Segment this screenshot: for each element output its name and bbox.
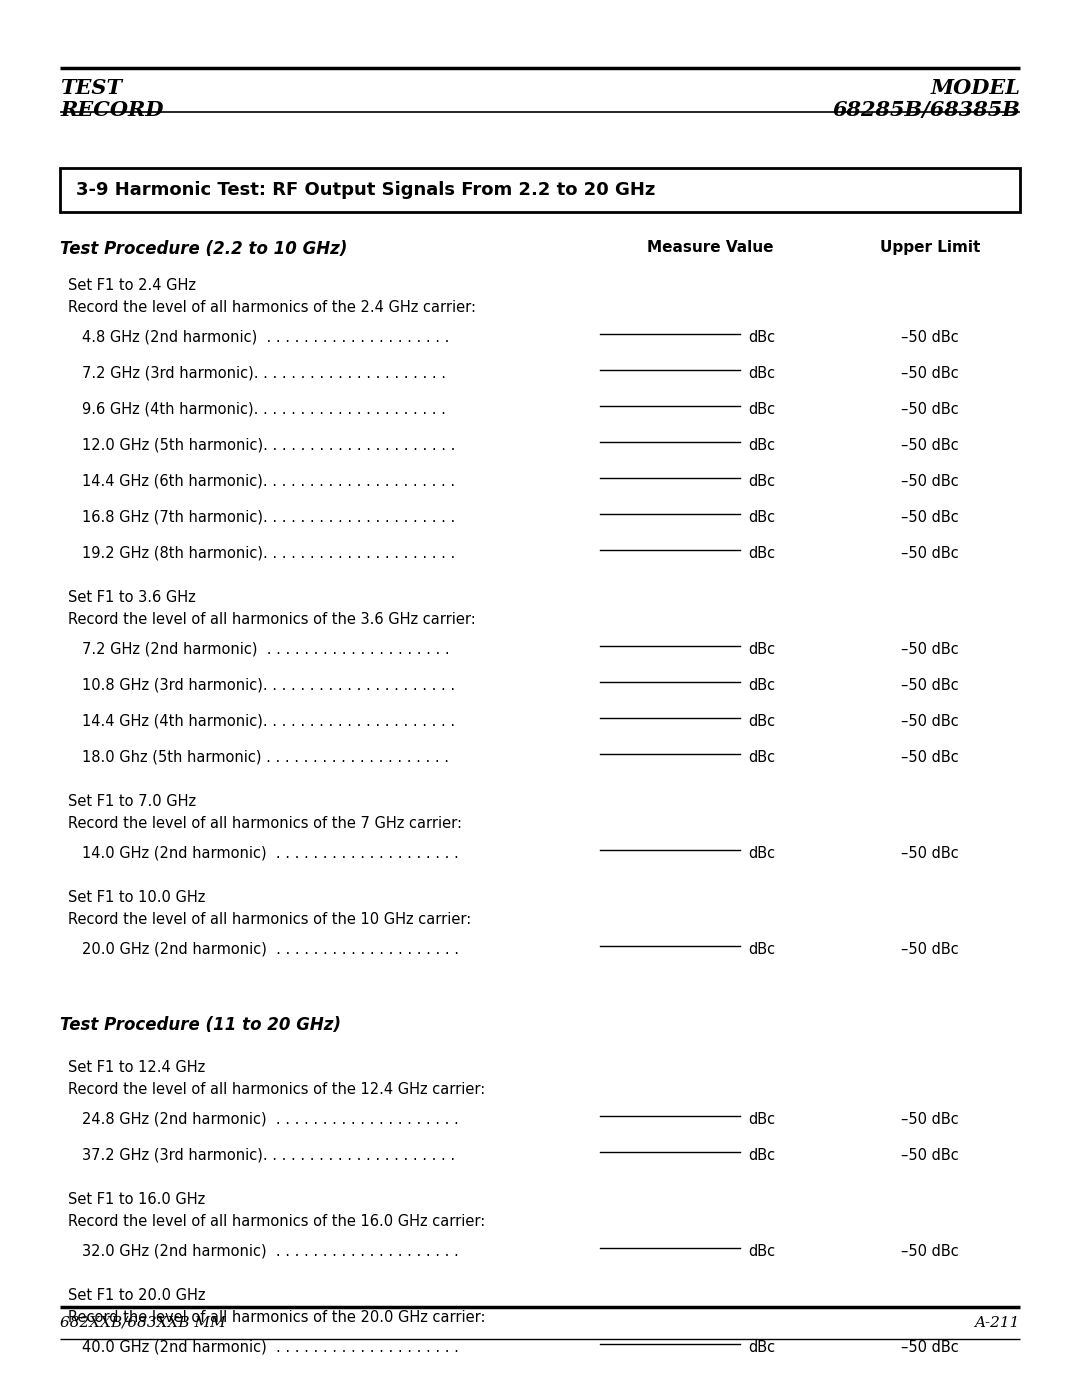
- Text: 68285B/68385B: 68285B/68385B: [832, 101, 1020, 120]
- Text: –50 dBc: –50 dBc: [901, 942, 959, 957]
- Text: 16.8 GHz (7th harmonic). . . . . . . . . . . . . . . . . . . . .: 16.8 GHz (7th harmonic). . . . . . . . .…: [82, 510, 456, 525]
- Text: 12.0 GHz (5th harmonic). . . . . . . . . . . . . . . . . . . . .: 12.0 GHz (5th harmonic). . . . . . . . .…: [82, 439, 456, 453]
- Text: dBc: dBc: [748, 510, 775, 525]
- Text: Set F1 to 2.4 GHz: Set F1 to 2.4 GHz: [68, 278, 195, 293]
- Text: Set F1 to 10.0 GHz: Set F1 to 10.0 GHz: [68, 890, 205, 905]
- Text: Record the level of all harmonics of the 7 GHz carrier:: Record the level of all harmonics of the…: [68, 816, 462, 831]
- Text: –50 dBc: –50 dBc: [901, 402, 959, 416]
- Text: 4.8 GHz (2nd harmonic)  . . . . . . . . . . . . . . . . . . . .: 4.8 GHz (2nd harmonic) . . . . . . . . .…: [82, 330, 449, 345]
- Text: dBc: dBc: [748, 714, 775, 729]
- Text: dBc: dBc: [748, 643, 775, 657]
- Text: 14.4 GHz (4th harmonic). . . . . . . . . . . . . . . . . . . . .: 14.4 GHz (4th harmonic). . . . . . . . .…: [82, 714, 455, 729]
- Text: Upper Limit: Upper Limit: [880, 240, 981, 256]
- Text: –50 dBc: –50 dBc: [901, 510, 959, 525]
- Text: dBc: dBc: [748, 330, 775, 345]
- Text: Set F1 to 12.4 GHz: Set F1 to 12.4 GHz: [68, 1060, 205, 1076]
- Text: dBc: dBc: [748, 1243, 775, 1259]
- Text: dBc: dBc: [748, 1148, 775, 1162]
- Text: Record the level of all harmonics of the 10 GHz carrier:: Record the level of all harmonics of the…: [68, 912, 471, 928]
- Text: –50 dBc: –50 dBc: [901, 366, 959, 381]
- Text: Set F1 to 3.6 GHz: Set F1 to 3.6 GHz: [68, 590, 195, 605]
- Text: dBc: dBc: [748, 1112, 775, 1127]
- Text: –50 dBc: –50 dBc: [901, 474, 959, 489]
- Text: –50 dBc: –50 dBc: [901, 1340, 959, 1355]
- Text: A-211: A-211: [974, 1316, 1020, 1330]
- Text: 40.0 GHz (2nd harmonic)  . . . . . . . . . . . . . . . . . . . .: 40.0 GHz (2nd harmonic) . . . . . . . . …: [82, 1340, 459, 1355]
- Text: dBc: dBc: [748, 474, 775, 489]
- Text: Set F1 to 20.0 GHz: Set F1 to 20.0 GHz: [68, 1288, 205, 1303]
- Text: 14.4 GHz (6th harmonic). . . . . . . . . . . . . . . . . . . . .: 14.4 GHz (6th harmonic). . . . . . . . .…: [82, 474, 455, 489]
- Text: –50 dBc: –50 dBc: [901, 1243, 959, 1259]
- Text: Measure Value: Measure Value: [647, 240, 773, 256]
- Text: dBc: dBc: [748, 366, 775, 381]
- Text: –50 dBc: –50 dBc: [901, 1148, 959, 1162]
- Text: Record the level of all harmonics of the 12.4 GHz carrier:: Record the level of all harmonics of the…: [68, 1083, 485, 1097]
- Text: Set F1 to 7.0 GHz: Set F1 to 7.0 GHz: [68, 793, 197, 809]
- Text: –50 dBc: –50 dBc: [901, 330, 959, 345]
- Text: –50 dBc: –50 dBc: [901, 750, 959, 766]
- Text: Record the level of all harmonics of the 2.4 GHz carrier:: Record the level of all harmonics of the…: [68, 300, 476, 314]
- Text: –50 dBc: –50 dBc: [901, 439, 959, 453]
- Text: –50 dBc: –50 dBc: [901, 643, 959, 657]
- Text: Record the level of all harmonics of the 3.6 GHz carrier:: Record the level of all harmonics of the…: [68, 612, 476, 627]
- Text: –50 dBc: –50 dBc: [901, 847, 959, 861]
- Text: 14.0 GHz (2nd harmonic)  . . . . . . . . . . . . . . . . . . . .: 14.0 GHz (2nd harmonic) . . . . . . . . …: [82, 847, 459, 861]
- Text: dBc: dBc: [748, 402, 775, 416]
- Bar: [60, 168, 1020, 212]
- Text: dBc: dBc: [748, 1340, 775, 1355]
- Text: Test Procedure (2.2 to 10 GHz): Test Procedure (2.2 to 10 GHz): [60, 240, 348, 258]
- Text: 9.6 GHz (4th harmonic). . . . . . . . . . . . . . . . . . . . .: 9.6 GHz (4th harmonic). . . . . . . . . …: [82, 402, 446, 416]
- Text: Record the level of all harmonics of the 20.0 GHz carrier:: Record the level of all harmonics of the…: [68, 1310, 486, 1324]
- Text: 3-9 Harmonic Test: RF Output Signals From 2.2 to 20 GHz: 3-9 Harmonic Test: RF Output Signals Fro…: [76, 182, 656, 198]
- Text: 7.2 GHz (3rd harmonic). . . . . . . . . . . . . . . . . . . . .: 7.2 GHz (3rd harmonic). . . . . . . . . …: [82, 366, 446, 381]
- Text: 37.2 GHz (3rd harmonic). . . . . . . . . . . . . . . . . . . . .: 37.2 GHz (3rd harmonic). . . . . . . . .…: [82, 1148, 455, 1162]
- Text: –50 dBc: –50 dBc: [901, 1112, 959, 1127]
- Text: –50 dBc: –50 dBc: [901, 714, 959, 729]
- Text: TEST: TEST: [60, 78, 122, 98]
- Text: MODEL: MODEL: [930, 78, 1020, 98]
- Text: RECORD: RECORD: [60, 101, 163, 120]
- Text: dBc: dBc: [748, 847, 775, 861]
- Text: 20.0 GHz (2nd harmonic)  . . . . . . . . . . . . . . . . . . . .: 20.0 GHz (2nd harmonic) . . . . . . . . …: [82, 942, 459, 957]
- Text: dBc: dBc: [748, 678, 775, 693]
- Text: 682XXB/683XXB MM: 682XXB/683XXB MM: [60, 1316, 226, 1330]
- Text: 24.8 GHz (2nd harmonic)  . . . . . . . . . . . . . . . . . . . .: 24.8 GHz (2nd harmonic) . . . . . . . . …: [82, 1112, 459, 1127]
- Text: Set F1 to 16.0 GHz: Set F1 to 16.0 GHz: [68, 1192, 205, 1207]
- Text: –50 dBc: –50 dBc: [901, 678, 959, 693]
- Text: 32.0 GHz (2nd harmonic)  . . . . . . . . . . . . . . . . . . . .: 32.0 GHz (2nd harmonic) . . . . . . . . …: [82, 1243, 459, 1259]
- Text: dBc: dBc: [748, 439, 775, 453]
- Text: 10.8 GHz (3rd harmonic). . . . . . . . . . . . . . . . . . . . .: 10.8 GHz (3rd harmonic). . . . . . . . .…: [82, 678, 455, 693]
- Text: Test Procedure (11 to 20 GHz): Test Procedure (11 to 20 GHz): [60, 1016, 341, 1034]
- Text: dBc: dBc: [748, 546, 775, 562]
- Text: Record the level of all harmonics of the 16.0 GHz carrier:: Record the level of all harmonics of the…: [68, 1214, 485, 1229]
- Text: 7.2 GHz (2nd harmonic)  . . . . . . . . . . . . . . . . . . . .: 7.2 GHz (2nd harmonic) . . . . . . . . .…: [82, 643, 449, 657]
- Text: –50 dBc: –50 dBc: [901, 546, 959, 562]
- Text: 18.0 Ghz (5th harmonic) . . . . . . . . . . . . . . . . . . . .: 18.0 Ghz (5th harmonic) . . . . . . . . …: [82, 750, 449, 766]
- Text: dBc: dBc: [748, 942, 775, 957]
- Text: dBc: dBc: [748, 750, 775, 766]
- Text: 19.2 GHz (8th harmonic). . . . . . . . . . . . . . . . . . . . .: 19.2 GHz (8th harmonic). . . . . . . . .…: [82, 546, 456, 562]
